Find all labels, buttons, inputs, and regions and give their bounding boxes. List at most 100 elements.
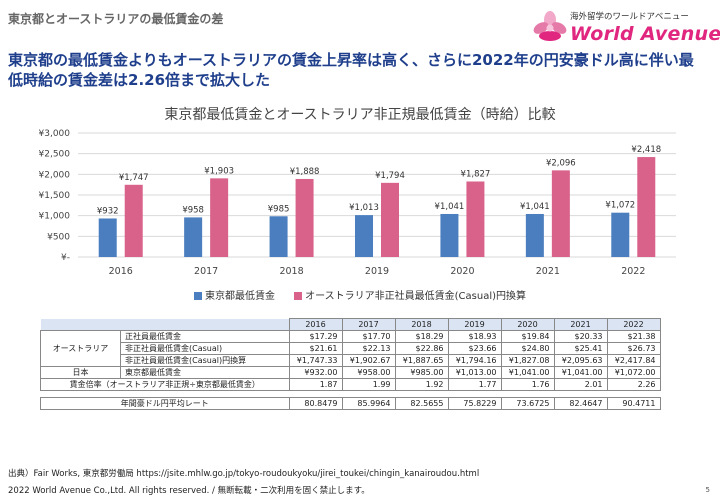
table-cell: 82.5655: [394, 397, 449, 410]
table-group-japan: 日本: [40, 366, 121, 379]
table-cell: $21.38: [606, 330, 661, 343]
y-tick-label: ¥1,500: [39, 191, 71, 201]
table-cell: $17.29: [288, 330, 343, 343]
data-label: ¥1,827: [461, 169, 491, 179]
table-year-header: 2019: [447, 318, 502, 331]
table-corner: [120, 318, 289, 331]
table-cell: $21.61: [288, 342, 343, 355]
legend-item-australia: オーストラリア非正社員最低賃金(Casual)円換算: [294, 287, 526, 302]
data-label: ¥1,013: [349, 203, 379, 213]
x-tick-label: 2022: [621, 266, 645, 277]
bar-tokyo: [355, 215, 373, 257]
data-label: ¥1,888: [290, 167, 320, 177]
table-cell: 2.01: [553, 378, 608, 391]
table-cell: $22.86: [394, 342, 449, 355]
table-row: 非正社員最低賃金(Casual) $21.61 $22.13 $22.86 $2…: [41, 342, 661, 355]
y-tick-label: ¥1,000: [39, 212, 71, 222]
table-cell: ¥1,041.00: [553, 366, 608, 379]
table-cell: ¥1,747.33: [288, 354, 343, 367]
table-cell: ¥1,887.65: [394, 354, 449, 367]
table-row: 非正社員最低賃金(Casual)円換算 ¥1,747.33 ¥1,902.67 …: [41, 354, 661, 367]
table-cell: ¥1,072.00: [606, 366, 661, 379]
table-cell: 73.6725: [500, 397, 555, 410]
y-tick-label: ¥2,500: [39, 150, 71, 160]
table-year-header: 2020: [500, 318, 555, 331]
x-tick-label: 2018: [279, 266, 303, 277]
table-row: 日本 東京都最低賃金 ¥932.00 ¥958.00 ¥985.00 ¥1,01…: [40, 366, 661, 379]
table-cell: 75.8229: [447, 397, 502, 410]
table-year-header: 2022: [606, 318, 661, 331]
bar-tokyo: [525, 213, 544, 257]
table-cell: $18.93: [447, 330, 502, 343]
bar-tokyo: [611, 212, 630, 257]
logo-flower-icon: [533, 11, 567, 41]
bar-australia: [466, 181, 485, 257]
logo-name: World Avenue: [570, 23, 720, 45]
data-label: ¥1,041: [435, 202, 465, 212]
bar-tokyo: [269, 216, 288, 257]
table-corner: [40, 318, 121, 331]
data-label: ¥1,747: [119, 173, 149, 183]
data-label: ¥1,794: [375, 171, 405, 181]
legend-label-australia: オーストラリア非正社員最低賃金(Casual)円換算: [305, 291, 527, 302]
data-label: ¥932: [97, 206, 119, 216]
table-year-header: 2016: [288, 318, 343, 331]
table-ratio-label: 賃金倍率（オーストラリア非正規÷東京都最低賃金）: [40, 378, 290, 391]
x-tick-label: 2020: [450, 266, 474, 277]
y-tick-label: ¥500: [47, 232, 70, 242]
logo-tagline: 海外留学のワールドアベニュー: [570, 12, 689, 22]
bar-chart: ¥- ¥500 ¥1,000 ¥1,500 ¥2,000 ¥2,500 ¥3,000 ¥932…: [39, 129, 676, 277]
table-year-header: 2018: [394, 318, 449, 331]
bar-australia: [124, 184, 143, 257]
bar-australia: [637, 157, 656, 257]
table-cell: $18.29: [394, 330, 449, 343]
table-cell: ¥985.00: [394, 366, 449, 379]
data-label: ¥2,096: [546, 158, 576, 168]
x-tick-label: 2016: [109, 266, 133, 277]
table-row: オーストラリア 正社員最低賃金 $17.29 $17.70 $18.29 $18…: [40, 330, 661, 367]
table-row-label: 正社員最低賃金: [120, 330, 290, 343]
table-cell: ¥2,095.63: [553, 354, 608, 367]
table-cell: 1.87: [288, 378, 343, 391]
table-year-header: 2021: [553, 318, 608, 331]
table-cell: 1.92: [394, 378, 449, 391]
table-cell: $20.33: [553, 330, 608, 343]
table-cell: 2.26: [606, 378, 661, 391]
table-cell: $19.84: [500, 330, 555, 343]
copyright-footer: 2022 World Avenue Co.,Ltd. All rights re…: [8, 486, 370, 496]
bar-australia: [210, 178, 229, 257]
table-cell: 1.76: [500, 378, 555, 391]
table-gap: [41, 391, 661, 398]
table-cell: ¥2,417.84: [606, 354, 661, 367]
page-number: 5: [705, 486, 710, 494]
table-gap-cell: [41, 391, 661, 398]
table-cell: $24.80: [500, 342, 555, 355]
table-cell: 80.8479: [288, 397, 343, 410]
source-citation: 出典）Fair Works, 東京都労働局 https://jsite.mhlw…: [8, 469, 480, 479]
table-cell: $25.41: [553, 342, 608, 355]
table-row-fx: 年間豪ドル円平均レート 80.8479 85.9964 82.5655 75.8…: [40, 397, 661, 410]
bar-tokyo: [98, 218, 117, 257]
table-cell: ¥932.00: [288, 366, 343, 379]
data-label: ¥1,903: [204, 166, 234, 176]
y-tick-label: ¥3,000: [39, 129, 71, 139]
table-header-row: 2016 2017 2018 2019 2020 2021 2022: [40, 318, 661, 331]
table-cell: 90.4711: [606, 397, 661, 410]
y-tick-label: ¥-: [61, 253, 70, 263]
table-fx-label: 年間豪ドル円平均レート: [40, 397, 290, 410]
table-cell: $17.70: [341, 330, 396, 343]
headline: 東京都の最低賃金よりもオーストラリアの賃金上昇率は高く、さらに2022年の円安豪…: [8, 51, 694, 89]
table-cell: $26.73: [606, 342, 661, 355]
legend-item-tokyo: 東京都最低賃金: [193, 287, 275, 302]
table-cell: 1.77: [447, 378, 502, 391]
data-label: ¥2,418: [631, 145, 661, 155]
bar-australia: [295, 178, 314, 257]
legend-label-tokyo: 東京都最低賃金: [204, 291, 275, 302]
table-row-label: 非正社員最低賃金(Casual): [120, 342, 290, 355]
data-table: 2016 2017 2018 2019 2020 2021 2022 オーストラ…: [40, 318, 661, 410]
table-group-australia: オーストラリア: [40, 330, 121, 367]
bar-australia: [551, 170, 570, 257]
table-year-header: 2017: [341, 318, 396, 331]
table-cell: $22.13: [341, 342, 396, 355]
data-label: ¥1,072: [605, 201, 635, 211]
